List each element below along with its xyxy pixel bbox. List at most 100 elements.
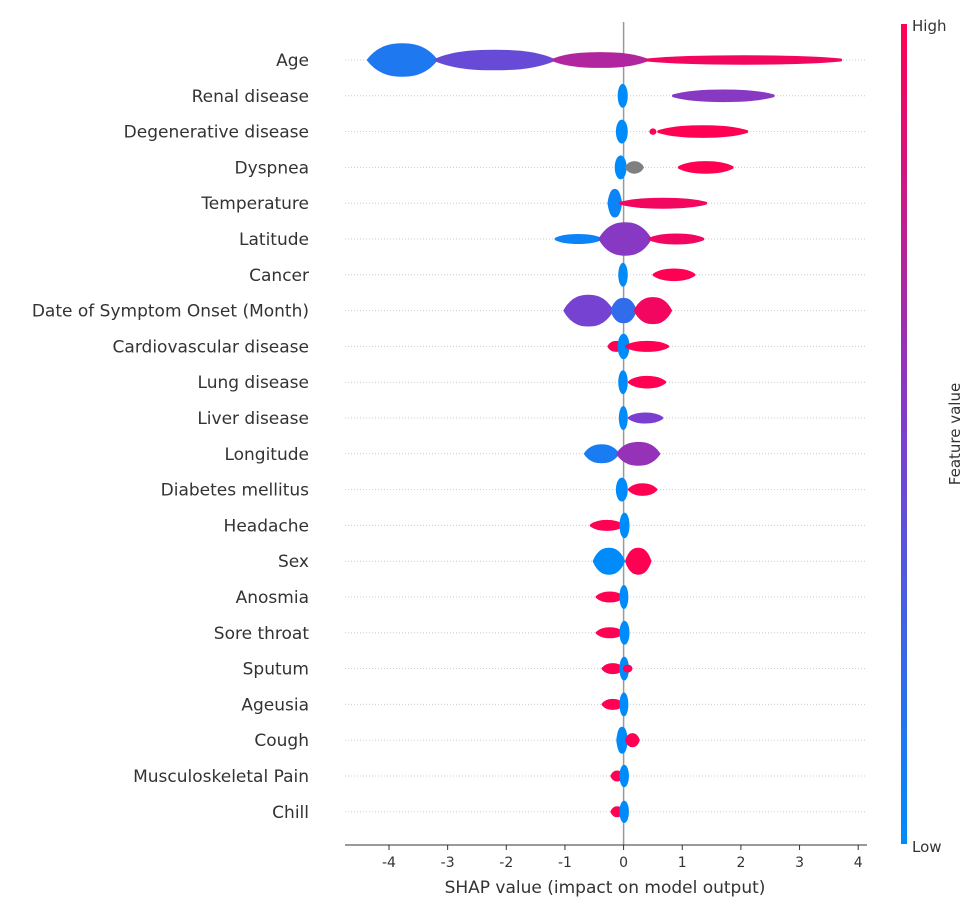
feature-label: Temperature	[200, 194, 309, 214]
shap-point-cluster	[554, 233, 602, 245]
shap-point-cluster	[627, 375, 667, 389]
shap-point-cluster	[619, 620, 630, 645]
shap-point-cluster	[551, 52, 649, 68]
feature-label: Musculoskeletal Pain	[133, 767, 309, 787]
feature-label: Lung disease	[198, 373, 309, 393]
feature-points-row	[563, 294, 673, 327]
feature-label: Cough	[254, 731, 309, 751]
feature-points-row	[615, 477, 658, 502]
shap-point-cluster	[615, 119, 628, 144]
x-tick-label: -1	[558, 855, 572, 871]
colorbar-gradient	[901, 24, 907, 844]
shap-point-cluster	[625, 340, 670, 352]
shap-point-cluster	[614, 155, 627, 180]
feature-points-row	[617, 83, 775, 108]
shap-point-cluster	[610, 297, 637, 324]
shap-point-cluster	[622, 664, 633, 673]
feature-label: Sputum	[243, 660, 309, 680]
feature-points-row	[615, 119, 749, 144]
feature-label: Headache	[224, 516, 309, 536]
shap-point-cluster	[619, 692, 629, 717]
feature-points-row	[614, 155, 734, 180]
data-points	[366, 43, 843, 823]
shap-point-cluster	[595, 627, 624, 639]
feature-points-row	[601, 656, 633, 681]
shap-point-cluster	[619, 764, 629, 788]
shap-point-cluster	[625, 733, 640, 748]
feature-label: Diabetes mellitus	[161, 481, 309, 501]
feature-label: Renal disease	[192, 87, 309, 107]
shap-point-cluster	[615, 477, 628, 502]
feature-label: Ageusia	[241, 695, 309, 715]
colorbar-low-label: Low	[912, 838, 942, 856]
shap-point-cluster	[625, 547, 652, 575]
shap-point-cluster	[595, 591, 624, 603]
x-axis-title: SHAP value (impact on model output)	[445, 878, 766, 898]
colorbar-title: Feature value	[946, 383, 964, 485]
x-tick-label: 1	[678, 855, 687, 871]
feature-points-row	[595, 620, 630, 645]
feature-points-row	[607, 188, 708, 218]
shap-point-cluster	[598, 222, 652, 256]
feature-points-row	[366, 43, 843, 77]
shap-point-cluster	[633, 297, 673, 325]
feature-label: Liver disease	[197, 409, 309, 429]
shap-point-cluster	[607, 188, 623, 218]
x-tick-label: 2	[736, 855, 745, 871]
shap-point-cluster	[617, 333, 630, 360]
feature-label: Cardiovascular disease	[113, 337, 309, 357]
feature-points-row	[616, 726, 640, 754]
feature-points-row	[618, 370, 667, 395]
row-gridlines	[345, 59, 867, 813]
x-tick-label: 3	[795, 855, 804, 871]
shap-point-cluster	[627, 412, 664, 424]
shap-point-cluster	[434, 49, 555, 71]
feature-label: Latitude	[239, 230, 309, 250]
feature-label: Dyspnea	[235, 158, 309, 178]
feature-label: Sore throat	[214, 624, 310, 644]
feature-points-row	[618, 406, 664, 430]
shap-point-cluster	[648, 233, 705, 245]
feature-points-row	[607, 333, 670, 360]
shap-point-cluster	[618, 406, 628, 430]
feature-label: Age	[276, 51, 309, 71]
shap-point-cluster	[589, 519, 624, 531]
shap-point-cluster	[627, 483, 658, 496]
shap-point-cluster	[617, 83, 628, 108]
shap-point-cluster	[618, 262, 628, 287]
x-tick-label: 4	[854, 855, 863, 871]
shap-point-cluster	[616, 441, 661, 466]
shap-point-cluster	[649, 128, 657, 135]
feature-points-row	[589, 512, 630, 539]
shap-point-cluster	[583, 444, 620, 464]
feature-label: Longitude	[224, 445, 309, 465]
shap-point-cluster	[677, 161, 734, 174]
x-tick-label: -4	[382, 855, 396, 871]
feature-points-row	[610, 764, 629, 788]
feature-points-row	[618, 262, 696, 287]
feature-points-row	[595, 585, 629, 609]
feature-points-row	[592, 547, 652, 575]
feature-points-row	[583, 441, 661, 466]
shap-point-cluster	[652, 268, 696, 282]
shap-point-cluster	[366, 43, 438, 77]
shap-point-cluster	[618, 370, 628, 395]
shap-point-cluster	[657, 125, 749, 138]
shap-point-cluster	[563, 294, 614, 327]
feature-label: Cancer	[249, 266, 309, 286]
shap-point-cluster	[619, 512, 630, 539]
x-tick-label: -2	[499, 855, 513, 871]
x-tick-label: 0	[619, 855, 628, 871]
feature-label: Date of Symptom Onset (Month)	[32, 302, 309, 322]
shap-point-cluster	[619, 585, 629, 609]
shap-point-cluster	[645, 55, 843, 65]
feature-points-row	[610, 800, 629, 823]
shap-point-cluster	[625, 161, 644, 174]
feature-label: Sex	[278, 552, 309, 572]
feature-points-row	[601, 692, 629, 717]
shap-point-cluster	[619, 800, 629, 823]
feature-points-row	[554, 222, 705, 256]
feature-label: Chill	[272, 803, 309, 823]
feature-label: Degenerative disease	[124, 123, 309, 143]
